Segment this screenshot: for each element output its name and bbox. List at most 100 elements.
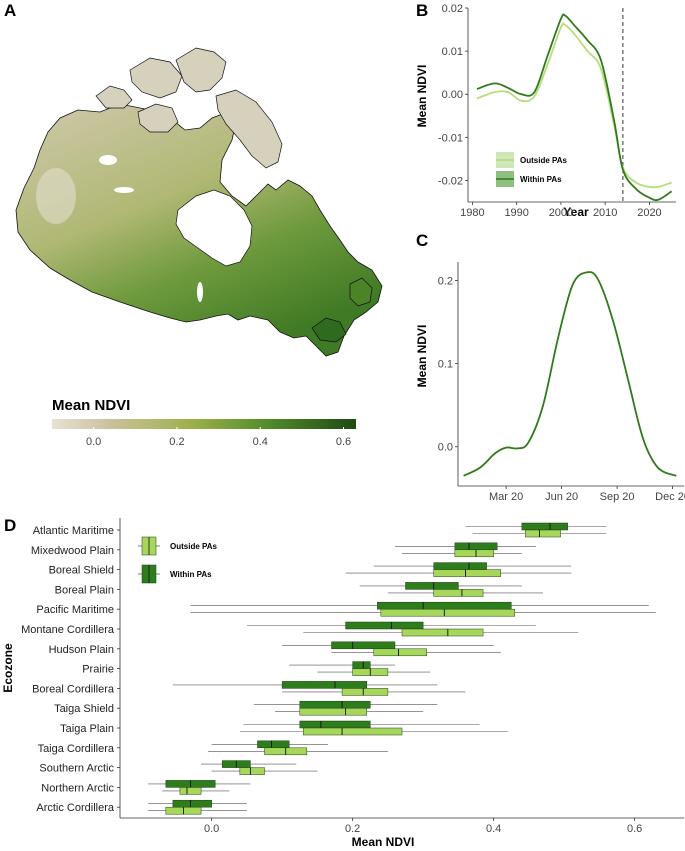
atlantic-provinces xyxy=(311,317,347,343)
panel-a-label: A xyxy=(4,1,16,20)
panel-d-xtick-label: 0.2 xyxy=(345,823,360,835)
newfoundland xyxy=(349,277,373,307)
panel-c-line xyxy=(463,271,677,477)
panel-b-legend: Outside PAs Within PAs xyxy=(496,152,568,187)
box-within xyxy=(331,641,396,650)
box-within xyxy=(405,582,459,590)
box-within xyxy=(377,601,512,610)
panel-b-xtick-label: 2010 xyxy=(593,207,617,219)
ecozone-label: Pacific Maritime xyxy=(36,604,114,616)
panel-b-ytick-label: 0.02 xyxy=(442,3,463,15)
panel-c-ylabel: Mean NDVI xyxy=(415,325,429,388)
box-outside xyxy=(380,608,516,617)
panel-d: D Ecozone Mean NDVI 0.0 0.2 0.4 0.6 Atlantic… xyxy=(1,516,684,849)
box-outside xyxy=(401,628,484,637)
box-outside xyxy=(525,529,561,538)
great-slave-lake xyxy=(114,187,134,193)
box-within xyxy=(257,740,290,749)
box-outside xyxy=(454,549,494,558)
great-bear-lake xyxy=(99,155,117,165)
panel-b-ytick-label: 0.00 xyxy=(442,89,463,101)
panel-c-ytick-label: 0.2 xyxy=(438,275,453,287)
ecozone-label: Boreal Cordillera xyxy=(32,683,115,695)
panel-d-xtick-label: 0.6 xyxy=(627,823,642,835)
box-outside xyxy=(299,707,367,716)
box-within xyxy=(281,681,367,689)
lake-winnipeg xyxy=(197,282,203,302)
panel-c-ytick-label: 0.1 xyxy=(438,359,453,371)
box-outside xyxy=(433,569,501,577)
ecozone-label: Mixedwood Plain xyxy=(31,545,114,557)
panel-d-legend: Outside PAs Within PAs xyxy=(138,536,218,584)
panel-c-ytick-label: 0.0 xyxy=(438,442,453,454)
panel-c-xtick-label: Jun 20 xyxy=(545,491,578,503)
panel-c-xtick-label: Sep 20 xyxy=(600,491,635,503)
ecozone-label: Boreal Plain xyxy=(55,584,114,596)
ecozone-label: Southern Arctic xyxy=(39,763,114,775)
box-within xyxy=(172,799,212,808)
colorbar-tick-label: 0.4 xyxy=(253,436,268,448)
panel-b-xtick-label: 2020 xyxy=(637,207,661,219)
ecozone-label: Arctic Cordillera xyxy=(36,802,115,814)
panel-c-xtick-label: Dec 20 xyxy=(655,491,685,503)
panel-a: A Mean NDVI 0.0 0.2 0.4 0.6 xyxy=(4,1,383,448)
ellesmere-island xyxy=(175,47,227,93)
legend-label-outside: Outside PAs xyxy=(520,156,568,165)
colorbar xyxy=(52,419,356,429)
ecozone-label: Boreal Shield xyxy=(49,565,114,577)
mountain-shade xyxy=(36,168,76,224)
panel-c-xtick-label: Mar 20 xyxy=(489,491,523,503)
panel-c-label: C xyxy=(416,231,428,250)
legend-label-within: Within PAs xyxy=(170,570,212,579)
ecozone-label: Northern Arctic xyxy=(41,782,114,794)
panel-b-xlabel: Year xyxy=(563,205,589,219)
colorbar-tick-label: 0.6 xyxy=(336,436,351,448)
baffin-island xyxy=(215,89,283,169)
panel-b-ytick-label: -0.01 xyxy=(438,132,463,144)
colorbar-legend: Mean NDVI 0.0 0.2 0.4 0.6 xyxy=(52,397,356,448)
panel-b-ytick-label: 0.01 xyxy=(442,46,463,58)
box-within xyxy=(454,542,498,551)
box-within xyxy=(299,700,371,709)
box-outside xyxy=(341,688,389,696)
panel-d-xlabel: Mean NDVI xyxy=(352,835,415,849)
ecozone-label: Prairie xyxy=(82,664,114,676)
panel-b-line-within xyxy=(476,13,673,202)
panel-b-ytick-label: -0.02 xyxy=(438,175,463,187)
ecozone-label: Taiga Plain xyxy=(60,723,114,735)
panel-b-xtick-label: 2000 xyxy=(549,207,573,219)
box-outside xyxy=(433,589,484,597)
panel-d-ylabel: Ecozone xyxy=(1,643,15,693)
arctic-islands-west xyxy=(95,85,133,109)
box-outside xyxy=(179,787,202,795)
colorbar-tick-label: 0.0 xyxy=(86,436,101,448)
canada-map xyxy=(15,47,383,357)
panel-d-xtick-label: 0.0 xyxy=(204,823,219,835)
panel-b: B Mean NDVI Year -0.02 -0.01 0.00 0.01 0.02 1… xyxy=(415,1,676,219)
legend-label-within: Within PAs xyxy=(520,175,562,184)
panel-b-label: B xyxy=(416,1,428,20)
panel-c: C Mean NDVI 0.0 0.1 0.2 Mar 20 Jun 20 Sep 20 D… xyxy=(415,231,685,503)
ecozone-label: Atlantic Maritime xyxy=(33,525,114,537)
box-within xyxy=(352,661,371,669)
box-outside xyxy=(303,727,403,736)
box-within xyxy=(299,720,371,729)
arctic-islands-central xyxy=(129,57,183,99)
legend-label-outside: Outside PAs xyxy=(170,542,218,551)
box-within xyxy=(345,621,424,630)
panel-b-line-outside xyxy=(476,22,672,189)
ecozone-label: Hudson Plain xyxy=(49,644,114,656)
ecozone-label: Montane Cordillera xyxy=(21,624,115,636)
panel-b-xtick-label: 1980 xyxy=(460,207,484,219)
panel-d-xtick-label: 0.4 xyxy=(486,823,501,835)
panel-b-ylabel: Mean NDVI xyxy=(415,65,429,128)
panel-d-label: D xyxy=(4,516,16,535)
ecozone-label: Taiga Shield xyxy=(54,703,114,715)
ecozone-label: Taiga Cordillera xyxy=(38,743,115,755)
box-within xyxy=(433,562,487,570)
box-within xyxy=(521,522,568,531)
colorbar-tick-label: 0.2 xyxy=(169,436,184,448)
hudson-bay xyxy=(175,189,253,267)
box-outside xyxy=(373,648,427,657)
